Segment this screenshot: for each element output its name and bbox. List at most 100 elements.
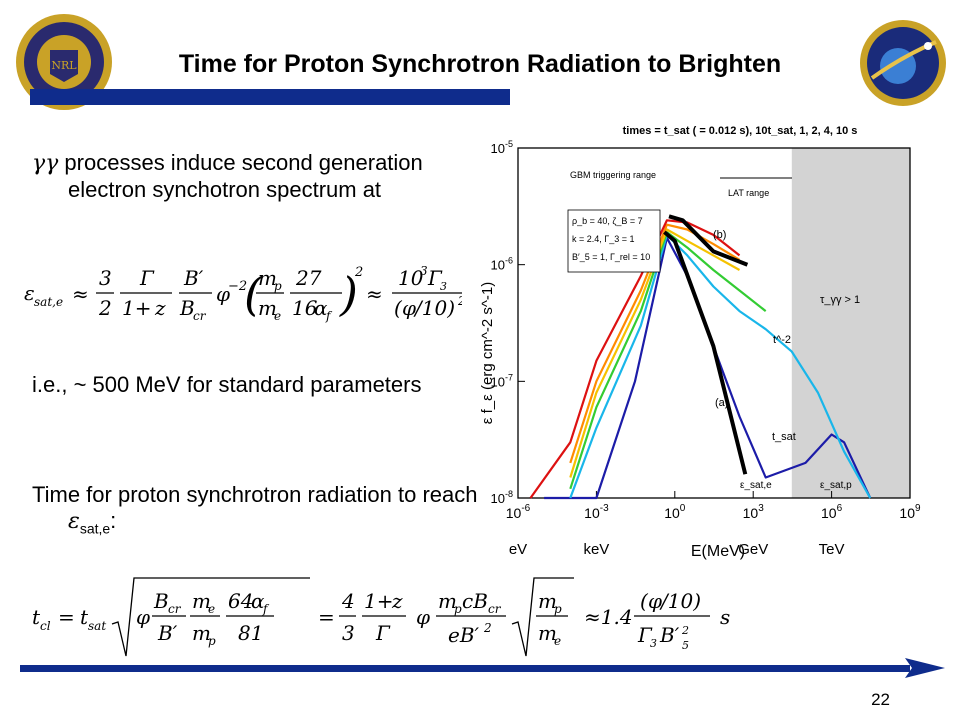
svg-text:5: 5: [682, 639, 689, 652]
synchrotron-spectrum-chart: times = t_sat ( = 0.012 s), 10t_sat, 1, …: [479, 125, 921, 560]
unit-label-kev: keV: [583, 541, 609, 558]
x-tick-label: 103: [743, 503, 765, 521]
svg-text:m: m: [192, 621, 211, 645]
nrl-logo: NRL: [16, 14, 112, 110]
svg-text:φ: φ: [648, 589, 662, 613]
svg-text:64: 64: [228, 589, 253, 613]
gbm-range-label: GBM triggering range: [570, 170, 656, 180]
svg-text:e: e: [554, 634, 561, 648]
svg-text:2: 2: [681, 624, 689, 637]
svg-text:Γ: Γ: [139, 266, 155, 290]
svg-text:Γ: Γ: [375, 621, 391, 645]
svg-text:(: (: [244, 267, 263, 321]
svg-text:≈: ≈: [72, 282, 89, 306]
tau-gamma-gamma-label: τ_γγ > 1: [820, 294, 860, 306]
slide-title: Time for Proton Synchrotron Radiation to…: [178, 50, 782, 78]
svg-text:cr: cr: [168, 602, 182, 616]
unit-label-gev: GeV: [738, 541, 768, 558]
svg-text:B′: B′: [659, 623, 680, 647]
svg-text:s: s: [720, 605, 730, 629]
svg-text:/10): /10): [413, 296, 455, 320]
svg-text:f: f: [262, 602, 270, 616]
svg-text:2: 2: [98, 296, 112, 320]
svg-text:3: 3: [99, 266, 112, 290]
svg-text:cr: cr: [488, 602, 502, 616]
series-line-2: [569, 230, 767, 490]
y-axis-label: ε f_ε (erg cm^-2 s^-1): [479, 282, 496, 424]
svg-text:=: =: [318, 605, 335, 629]
unit-label-tev: TeV: [819, 541, 845, 558]
svg-text:α: α: [314, 296, 328, 320]
curve-b-label: (b): [713, 229, 726, 241]
svg-text:Γ: Γ: [427, 266, 443, 290]
svg-text:4: 4: [341, 589, 355, 613]
svg-text:e: e: [208, 602, 215, 616]
bullet-list-2: i.e., ~ 500 MeV for standard parameters: [32, 372, 502, 398]
lat-range-label: LAT range: [728, 188, 769, 198]
svg-text:1+: 1+: [364, 589, 393, 613]
svg-text:t: t: [32, 605, 41, 629]
page-number: 22: [871, 690, 890, 709]
svg-text:16: 16: [292, 296, 318, 320]
series-line-0: [544, 236, 872, 500]
svg-text:ε: ε: [24, 281, 35, 305]
svg-text:p: p: [208, 634, 216, 648]
svg-text:3: 3: [420, 264, 428, 278]
svg-text:≈1.4: ≈1.4: [584, 605, 633, 629]
bullet-2: i.e., ~ 500 MeV for standard parameters: [32, 372, 422, 397]
svg-text:cB: cB: [462, 589, 488, 613]
bullet-3-text: Time for proton synchrotron radiation to…: [32, 482, 478, 507]
svg-text:(: (: [640, 589, 649, 613]
svg-text:m: m: [538, 621, 557, 645]
svg-text:m: m: [538, 589, 557, 613]
svg-text:Γ: Γ: [637, 623, 653, 647]
svg-text:): ): [339, 267, 358, 321]
svg-text:m: m: [438, 589, 457, 613]
svg-text:2: 2: [354, 265, 363, 280]
bullet-list-3: Time for proton synchrotron radiation to…: [32, 482, 502, 541]
curve-a-label: (a): [715, 397, 728, 409]
svg-text:sat,e: sat,e: [34, 295, 63, 309]
svg-text:B: B: [153, 589, 169, 613]
svg-text:φ: φ: [216, 282, 230, 306]
tsat-label: t_sat: [772, 431, 796, 443]
bullet-list: γγ processes induce second generation el…: [32, 150, 502, 203]
bullet-3: Time for proton synchrotron radiation to…: [32, 482, 502, 541]
svg-text:m: m: [192, 589, 211, 613]
svg-text:81: 81: [238, 621, 263, 645]
y-tick-label: 10-8: [491, 489, 513, 506]
svg-text:10: 10: [398, 266, 424, 290]
svg-text:φ: φ: [402, 296, 416, 320]
y-tick-label: 10-5: [491, 139, 513, 156]
svg-text:B′: B′: [157, 621, 178, 645]
svg-text:NRL: NRL: [51, 59, 77, 72]
svg-text:m: m: [258, 266, 277, 290]
bullet-3-colon: :: [110, 508, 117, 533]
parameter-box: [567, 209, 661, 273]
gamma-gamma-symbol: γγ: [32, 151, 59, 176]
space-science-division-logo: [860, 20, 946, 106]
svg-text:(: (: [394, 296, 403, 320]
svg-text:f: f: [325, 309, 333, 323]
plot-frame: [517, 147, 911, 499]
series-line-4: [569, 223, 741, 464]
series-line-7: [663, 230, 748, 475]
svg-text:≈: ≈: [366, 282, 383, 306]
svg-text:2: 2: [457, 294, 462, 308]
footer-arrow-bar: [20, 658, 945, 678]
svg-text:3: 3: [440, 280, 447, 293]
eps-sat-e-label: ε_sat,e: [740, 480, 772, 491]
epsilon-subscript: sat,e: [79, 520, 111, 537]
svg-text:3: 3: [650, 637, 657, 650]
svg-text:p: p: [554, 602, 562, 616]
svg-text:−2: −2: [228, 279, 247, 294]
svg-text:z: z: [154, 296, 166, 320]
svg-text:m: m: [258, 296, 277, 320]
svg-text:B′: B′: [183, 266, 204, 290]
svg-text:sat: sat: [88, 619, 106, 633]
bullet-1-text: processes induce second generation elect…: [64, 150, 423, 202]
title-underline-bar: [30, 89, 510, 105]
x-tick-label: 100: [664, 503, 686, 521]
